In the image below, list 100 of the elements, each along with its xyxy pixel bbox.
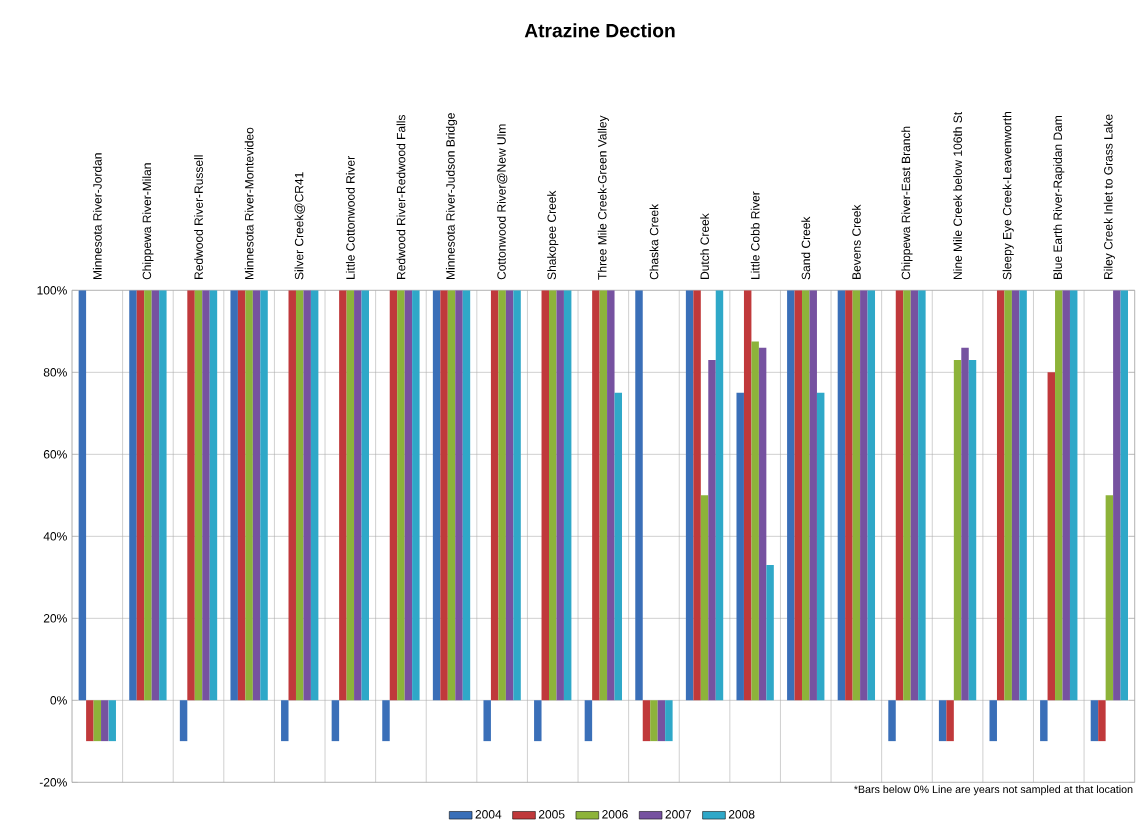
bar [260, 290, 268, 701]
bar [288, 290, 296, 701]
legend-label: 2004 [475, 810, 502, 819]
bar [1055, 290, 1063, 701]
y-tick-label: 100% [37, 286, 67, 295]
bar [252, 290, 261, 701]
bar [635, 290, 643, 701]
legend-label: 2008 [728, 810, 755, 819]
bar [938, 700, 947, 742]
x-tick-label: Little Cottonwood River [345, 156, 355, 279]
x-tick-label: Dutch Creek [700, 213, 709, 279]
bar [1105, 495, 1114, 701]
bar [389, 290, 398, 701]
x-tick-label: Minnesota River-Jordan [92, 153, 102, 279]
bar [303, 290, 311, 701]
x-tick-label: Redwood River-Russell [194, 155, 203, 279]
bar [968, 360, 977, 701]
bar [860, 290, 868, 701]
bar [541, 290, 549, 701]
bar [809, 290, 817, 701]
text: *Bars below 0% Line are years not sampled at that location [853, 785, 1133, 796]
x-tick-label: Bevens Creek [851, 204, 861, 279]
bar [331, 700, 340, 742]
bar [1069, 290, 1078, 701]
y-tick-label: 60% [43, 450, 67, 459]
bar [946, 700, 954, 742]
bar [310, 290, 319, 701]
bar [432, 290, 441, 701]
bar [101, 700, 109, 742]
legend-label: 2007 [665, 810, 692, 819]
bar [845, 290, 853, 701]
bar [918, 290, 926, 701]
bar [447, 290, 456, 701]
bar [1120, 290, 1129, 701]
bar [736, 392, 744, 701]
x-tick-label: Nine Mile Creek below 106th St [953, 111, 962, 279]
x-tick-label: Shakopee Creek [547, 190, 559, 280]
bar [295, 290, 304, 701]
bar [665, 700, 673, 742]
bar [758, 347, 767, 701]
y-tick-label: 40% [43, 532, 67, 541]
bar [1040, 700, 1048, 742]
bar [563, 290, 572, 701]
bar [766, 565, 774, 701]
bar [361, 290, 369, 701]
bar [382, 700, 390, 742]
bar [455, 290, 463, 701]
x-tick-label: Chippewa River-Milan [142, 163, 154, 280]
y-tick-label: 0% [50, 696, 67, 705]
bar [989, 700, 997, 742]
x-tick-label: Blue Earth River-Rapidan Dam [1053, 116, 1065, 279]
bar [339, 290, 347, 701]
bar [787, 290, 795, 701]
bar [607, 290, 615, 701]
bar [996, 290, 1005, 701]
bar [700, 495, 709, 701]
x-tick-label: Sand Creek [801, 216, 811, 280]
bar [483, 700, 491, 742]
bar [1098, 700, 1106, 742]
bar [895, 290, 904, 701]
bar [397, 290, 405, 701]
bar [1011, 290, 1020, 701]
x-tick-label: Minnesota River-Montevideo [244, 127, 254, 279]
bar [151, 290, 160, 701]
bar [1047, 372, 1056, 701]
x-tick-label: Little Cobb River [750, 191, 760, 279]
bar [837, 290, 846, 701]
bar [93, 700, 102, 742]
bar [1113, 290, 1121, 701]
bar [852, 290, 861, 701]
bar [903, 290, 911, 701]
bar [490, 290, 499, 701]
bar [159, 290, 167, 701]
bar [650, 700, 658, 742]
x-tick-label: Three Mile Creek-Green Valley [597, 115, 609, 280]
bar [556, 290, 564, 701]
bar [144, 290, 152, 701]
x-tick-label: Chaska Creek [649, 203, 659, 280]
bar [513, 290, 521, 701]
bar [715, 290, 724, 701]
bar [78, 290, 87, 701]
legend-label: 2005 [538, 810, 565, 819]
x-tick-label: Chippewa River-East Branch [901, 126, 913, 280]
bar [86, 700, 94, 742]
bar [108, 700, 116, 742]
bar [584, 700, 593, 742]
bar [592, 290, 600, 701]
bar [412, 290, 420, 701]
bar [816, 392, 825, 701]
bar [657, 700, 666, 742]
bar [910, 290, 919, 701]
bar [685, 290, 694, 701]
legend-label: 2006 [602, 810, 628, 819]
bar [1004, 290, 1012, 701]
bar [708, 360, 716, 701]
bar [794, 290, 803, 701]
bar [209, 290, 218, 701]
bar [534, 700, 542, 742]
x-tick-label: Minnesota River-Judson Bridge [445, 113, 458, 279]
bar [245, 290, 253, 701]
